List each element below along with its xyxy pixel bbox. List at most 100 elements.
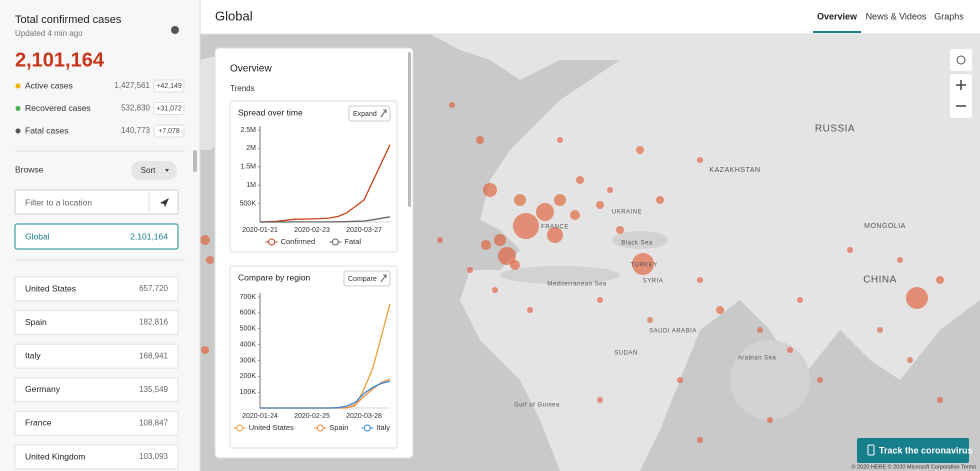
chart-button[interactable] xyxy=(343,270,391,287)
location-item[interactable] xyxy=(14,343,179,369)
stat-value: 1,427,561 xyxy=(114,81,150,90)
total: 2,101,164 xyxy=(15,49,105,71)
locate-arrow[interactable] xyxy=(160,198,169,207)
series-line xyxy=(259,144,391,223)
case-bubble[interactable] xyxy=(513,213,539,239)
x-tick-label: 2020-01-24 xyxy=(242,413,278,420)
case-bubble[interactable] xyxy=(767,417,773,423)
case-bubble[interactable] xyxy=(510,260,520,270)
location-item[interactable] xyxy=(14,276,179,302)
tab[interactable]: Overview xyxy=(817,11,858,21)
case-bubble[interactable] xyxy=(616,226,624,234)
x-tick-label: 2020-03-27 xyxy=(346,227,382,234)
case-bubble[interactable] xyxy=(492,287,498,293)
case-bubble[interactable] xyxy=(847,247,853,253)
info-icon[interactable] xyxy=(171,26,179,34)
location-item[interactable] xyxy=(14,377,179,403)
case-bubble[interactable] xyxy=(607,187,613,193)
case-bubble[interactable] xyxy=(481,240,491,250)
case-bubble[interactable] xyxy=(483,183,497,197)
case-bubble[interactable] xyxy=(936,276,944,284)
track-button[interactable] xyxy=(857,438,969,463)
case-bubble[interactable] xyxy=(200,235,210,245)
y-tick-label: 200K xyxy=(240,373,257,380)
sort-button[interactable] xyxy=(131,161,177,180)
location-name: Italy xyxy=(25,350,41,360)
zoom-icons xyxy=(956,80,966,107)
case-bubble[interactable] xyxy=(906,287,928,309)
chart-card xyxy=(229,100,398,253)
location-value: 657,720 xyxy=(139,284,168,293)
case-bubble[interactable] xyxy=(797,297,803,303)
tab[interactable]: News & Videos xyxy=(866,11,927,21)
case-bubble[interactable] xyxy=(636,146,644,154)
location-item[interactable] xyxy=(14,410,179,436)
case-bubble[interactable] xyxy=(787,347,793,353)
stat-dot xyxy=(15,128,21,134)
stat-delta-box xyxy=(153,102,185,115)
location-name: Spain xyxy=(25,317,47,327)
case-bubble[interactable] xyxy=(907,357,913,363)
x-tick-label: 2020-02-25 xyxy=(294,413,330,420)
panel-title: Overview xyxy=(230,64,272,75)
case-bubble[interactable] xyxy=(877,327,883,333)
case-bubble[interactable] xyxy=(677,377,683,383)
filter-input[interactable] xyxy=(14,189,179,215)
case-bubble[interactable] xyxy=(206,256,214,264)
case-bubble[interactable] xyxy=(757,327,763,333)
map-label: CHINA xyxy=(863,275,897,286)
case-bubble[interactable] xyxy=(449,102,455,108)
case-bubble[interactable] xyxy=(547,227,563,243)
case-bubble[interactable] xyxy=(514,194,526,206)
location-name: United States xyxy=(25,283,76,293)
stat-dot xyxy=(15,106,21,111)
case-bubble[interactable] xyxy=(494,234,506,246)
case-bubble[interactable] xyxy=(656,196,664,204)
case-bubble[interactable] xyxy=(632,253,654,275)
case-bubble[interactable] xyxy=(697,277,703,283)
sidebar-title: Total confirmed cases xyxy=(15,14,122,26)
series-line xyxy=(260,216,391,223)
case-bubble[interactable] xyxy=(498,247,516,265)
case-bubble[interactable] xyxy=(576,176,584,184)
chart-button[interactable] xyxy=(348,105,391,122)
case-bubble[interactable] xyxy=(467,267,473,273)
case-bubble[interactable] xyxy=(597,297,603,303)
tab[interactable]: Graphs xyxy=(934,11,964,21)
y-tick-label: 500K xyxy=(240,326,257,333)
case-bubble[interactable] xyxy=(570,210,580,220)
map-label: KAZAKHSTAN xyxy=(709,167,760,174)
panel-subtitle: Trends xyxy=(230,84,255,93)
map-controls[interactable] xyxy=(950,49,972,118)
location-item[interactable] xyxy=(14,444,179,470)
case-bubble[interactable] xyxy=(557,137,563,143)
case-bubble[interactable] xyxy=(647,317,653,323)
panel-scrollbar[interactable] xyxy=(408,52,411,207)
stat-dot xyxy=(15,83,21,89)
locate-button[interactable] xyxy=(950,49,972,71)
location-item[interactable] xyxy=(14,310,179,336)
selected-name: Global xyxy=(25,231,50,241)
selected-location[interactable] xyxy=(14,223,179,250)
location-name: United Kingdom xyxy=(25,451,85,461)
case-bubble[interactable] xyxy=(437,237,443,243)
case-bubble[interactable] xyxy=(536,203,554,221)
case-bubble[interactable] xyxy=(201,346,209,354)
zoom-buttons[interactable] xyxy=(950,74,972,118)
case-bubble[interactable] xyxy=(897,257,903,263)
case-bubble[interactable] xyxy=(554,194,566,206)
case-bubble[interactable] xyxy=(527,307,533,313)
legend-marker xyxy=(316,424,324,432)
case-bubble[interactable] xyxy=(716,306,724,314)
case-bubble[interactable] xyxy=(476,136,484,144)
case-bubble[interactable] xyxy=(597,397,603,403)
case-bubble[interactable] xyxy=(817,377,823,383)
case-bubble[interactable] xyxy=(937,397,943,403)
case-bubble[interactable] xyxy=(596,201,604,209)
case-bubble[interactable] xyxy=(697,437,703,443)
expand-icon xyxy=(380,274,387,283)
case-bubble[interactable] xyxy=(697,157,703,163)
legend-label: Fatal xyxy=(344,237,361,246)
location-value: 108,847 xyxy=(139,419,168,428)
scrollbar[interactable] xyxy=(193,150,197,172)
